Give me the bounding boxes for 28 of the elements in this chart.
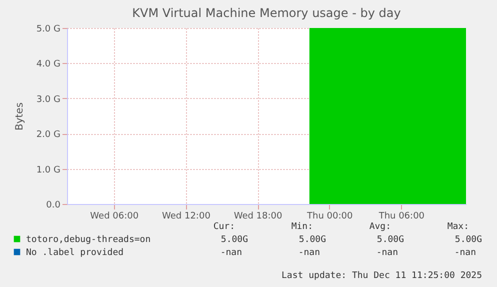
y-tick-label: 2.0 G: [36, 130, 61, 140]
x-tick-label: Thu 00:00: [306, 212, 353, 222]
text: 5.00G: [454, 235, 482, 245]
x-tick-label: Wed 06:00: [90, 212, 139, 222]
text: Cur:: [213, 222, 235, 232]
y-tick-label: 0.0: [46, 200, 61, 210]
text: Max:: [447, 222, 469, 232]
x-tick-label: Thu 06:00: [378, 212, 425, 222]
text: -nan: [376, 248, 398, 258]
text: 5.00G: [376, 235, 404, 245]
x-tick-label: Wed 12:00: [162, 212, 211, 222]
text: -nan: [454, 248, 476, 258]
y-tick-label: 3.0 G: [36, 94, 61, 105]
text: Min:: [291, 222, 313, 232]
text: -nan: [298, 248, 320, 258]
chart-title: KVM Virtual Machine Memory usage - by day: [132, 6, 401, 20]
y-tick-label: 5.0 G: [36, 24, 61, 34]
legend-label: totoro,debug-threads=on: [26, 235, 151, 245]
x-tick-label: Wed 18:00: [234, 212, 283, 222]
y-tick-label: 4.0 G: [36, 60, 61, 70]
legend-label: No .label provided: [26, 248, 124, 258]
text: Avg:: [369, 222, 391, 232]
text: Last update: Thu Dec 11 11:25:00 2025: [282, 271, 482, 281]
y-axis-title: Bytes: [14, 102, 26, 131]
text: -nan: [220, 248, 242, 258]
y-tick-label: 1.0 G: [36, 165, 61, 176]
text: 5.00G: [298, 235, 326, 245]
text: 5.00G: [220, 235, 248, 245]
